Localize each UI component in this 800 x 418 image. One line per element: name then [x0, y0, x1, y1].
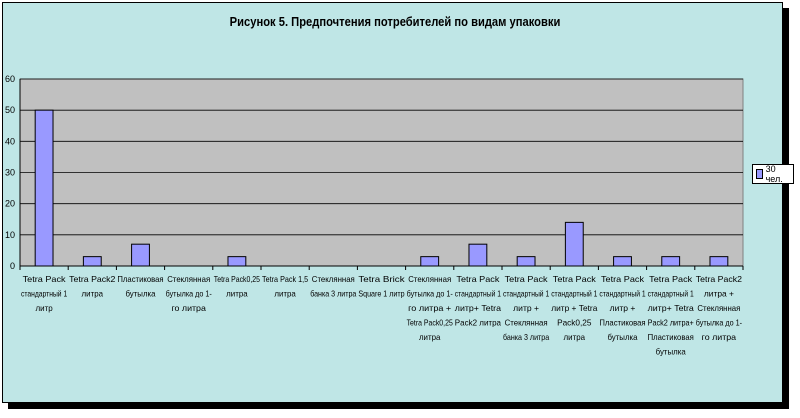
legend: 30 чел. [752, 164, 794, 184]
x-category-label-line: Pack0,25 [557, 318, 592, 328]
x-category-label-line: Стеклянная [697, 303, 740, 313]
x-category-label-line: Tetra Pack0,25 [214, 274, 260, 284]
x-category-label: Tetra Pack стандартный 1 литр + Стеклянная б… [503, 274, 549, 342]
x-category-label-line: стандартный 1 [455, 289, 501, 299]
axes [19, 79, 744, 270]
x-category-label-line: Tetra Pack2 [696, 274, 742, 284]
x-category-label-line: стандартный 1 [503, 289, 549, 299]
x-category-label-line: Пластиковая [117, 274, 164, 284]
x-category-label-line: литр+ Tetra [648, 303, 694, 313]
bar [564, 221, 584, 267]
x-category-label: Tetra Pack0,25 литра [214, 274, 260, 299]
x-category-label-line: бутылка [607, 332, 637, 342]
bar [661, 256, 681, 267]
y-tick-label: 20 [5, 199, 15, 209]
x-category-label-line: Tetra Pack [649, 274, 693, 284]
x-category-label-line: стандартный 1 [599, 289, 645, 299]
x-category-label-line: стандартный 1 [21, 289, 67, 299]
x-category-label-line: литра + [704, 289, 734, 299]
x-category-label-line: банка 3 литра [503, 332, 549, 342]
x-category-label-line: стандартный 1 [551, 289, 597, 299]
x-category-label-line: Tetra Pack0,25 [407, 318, 453, 328]
x-category-label-line: литр + [513, 303, 539, 313]
x-category-label: Tetra Pack2 литра + Стеклянная бутылка до 1… [696, 274, 742, 342]
x-category-label-line: Square 1 литр [358, 289, 404, 299]
y-tick-label: 0 [10, 261, 15, 271]
y-tick-label: 60 [5, 74, 15, 84]
x-category-label-line: литр + Tetra [551, 303, 597, 313]
x-category-label-line: бутылка до 1- [407, 289, 453, 299]
x-category-label: Стеклянная банка 3 литра [310, 274, 356, 299]
x-category-label: Tetra Pack2 литра [69, 274, 115, 299]
x-category-label: Tetra Pack стандартный 1 литр+ Tetra Pack2 … [455, 274, 501, 328]
x-category-label-line: литра [419, 332, 441, 342]
x-category-label-line: Tetra Pack [505, 274, 549, 284]
x-category-label-line: литр+ Tetra [455, 303, 501, 313]
x-category-label-line: стандартный 1 [648, 289, 694, 299]
x-category-label-line: бутылка [656, 347, 686, 357]
x-category-label: Tetra Pack стандартный 1 литр [21, 274, 67, 313]
x-category-label-line: го литра [702, 332, 737, 342]
x-category-label-line: Tetra Pack2 [69, 274, 115, 284]
x-category-label: Tetra Pack 1,5 литра [262, 274, 308, 299]
x-category-label-line: бутылка до 1- [696, 318, 742, 328]
x-category-label: Tetra Brick Square 1 литр [358, 274, 405, 299]
bar [468, 243, 488, 267]
chart-title: Рисунок 5. Предпочтения потребителей по … [229, 14, 561, 29]
x-category-label-line: литр + [610, 303, 636, 313]
y-tick-label: 50 [5, 105, 15, 115]
y-tick-label: 30 [5, 168, 15, 178]
x-category-label-line: литра [226, 289, 248, 299]
x-category-label-line: Tetra Pack [456, 274, 500, 284]
x-category-label-line: Стеклянная [167, 274, 210, 284]
x-category-label-line: Пластиковая [648, 332, 695, 342]
y-tick-labels: 0 10 20 30 40 50 60 [5, 74, 15, 271]
x-category-label-line: Стеклянная [505, 318, 548, 328]
x-category-label: Tetra Pack стандартный 1 литр + Пластиковая… [599, 274, 646, 342]
bar [613, 256, 632, 267]
x-category-label-line: литра [564, 332, 586, 342]
x-category-label: Пластиковая бутылка [117, 274, 164, 299]
y-tick-label: 10 [5, 230, 15, 240]
legend-swatch [756, 169, 763, 179]
x-category-label-line: литра [274, 289, 296, 299]
bar [34, 109, 54, 267]
x-category-label: Tetra Pack стандартный 1 литр+ Tetra Pack2 … [648, 274, 695, 357]
x-category-label-line: го литра + [408, 303, 451, 313]
x-category-label-line: Стеклянная [408, 274, 451, 284]
y-tick-label: 40 [5, 136, 15, 146]
x-category-label-line: Tetra Pack [23, 274, 67, 284]
bar [516, 256, 536, 267]
bar [82, 256, 102, 267]
bar [420, 256, 440, 267]
x-category-label-line: Tetra Pack [601, 274, 645, 284]
x-category-label: Стеклянная бутылка до 1- го литра [166, 274, 212, 313]
x-category-label: Стеклянная бутылка до 1- го литра + Tetra P… [407, 274, 453, 342]
x-category-label-line: бутылка до 1- [166, 289, 212, 299]
x-category-label-line: Tetra Pack [553, 274, 597, 284]
bar [227, 256, 247, 267]
x-category-label-line: литр [36, 303, 53, 313]
legend-label: 30 чел. [765, 164, 783, 184]
x-category-label-line: Пластиковая [599, 318, 646, 328]
x-category-label-line: Pack2 литра [455, 318, 501, 328]
bar [131, 243, 150, 267]
x-category-label-line: Tetra Pack 1,5 [262, 274, 308, 284]
x-category-label-line: Стеклянная [312, 274, 355, 284]
x-category-label-line: Tetra Brick [358, 274, 405, 284]
x-category-label-line: бутылка [125, 289, 155, 299]
x-category-label: Tetra Pack стандартный 1 литр + Tetra Pack0… [551, 274, 597, 342]
x-category-label-line: Pack2 литра+ [648, 318, 694, 328]
bar [709, 256, 729, 267]
x-category-label-line: банка 3 литра [310, 289, 356, 299]
x-category-label-line: го литра [172, 303, 207, 313]
x-category-label-line: литра [82, 289, 104, 299]
